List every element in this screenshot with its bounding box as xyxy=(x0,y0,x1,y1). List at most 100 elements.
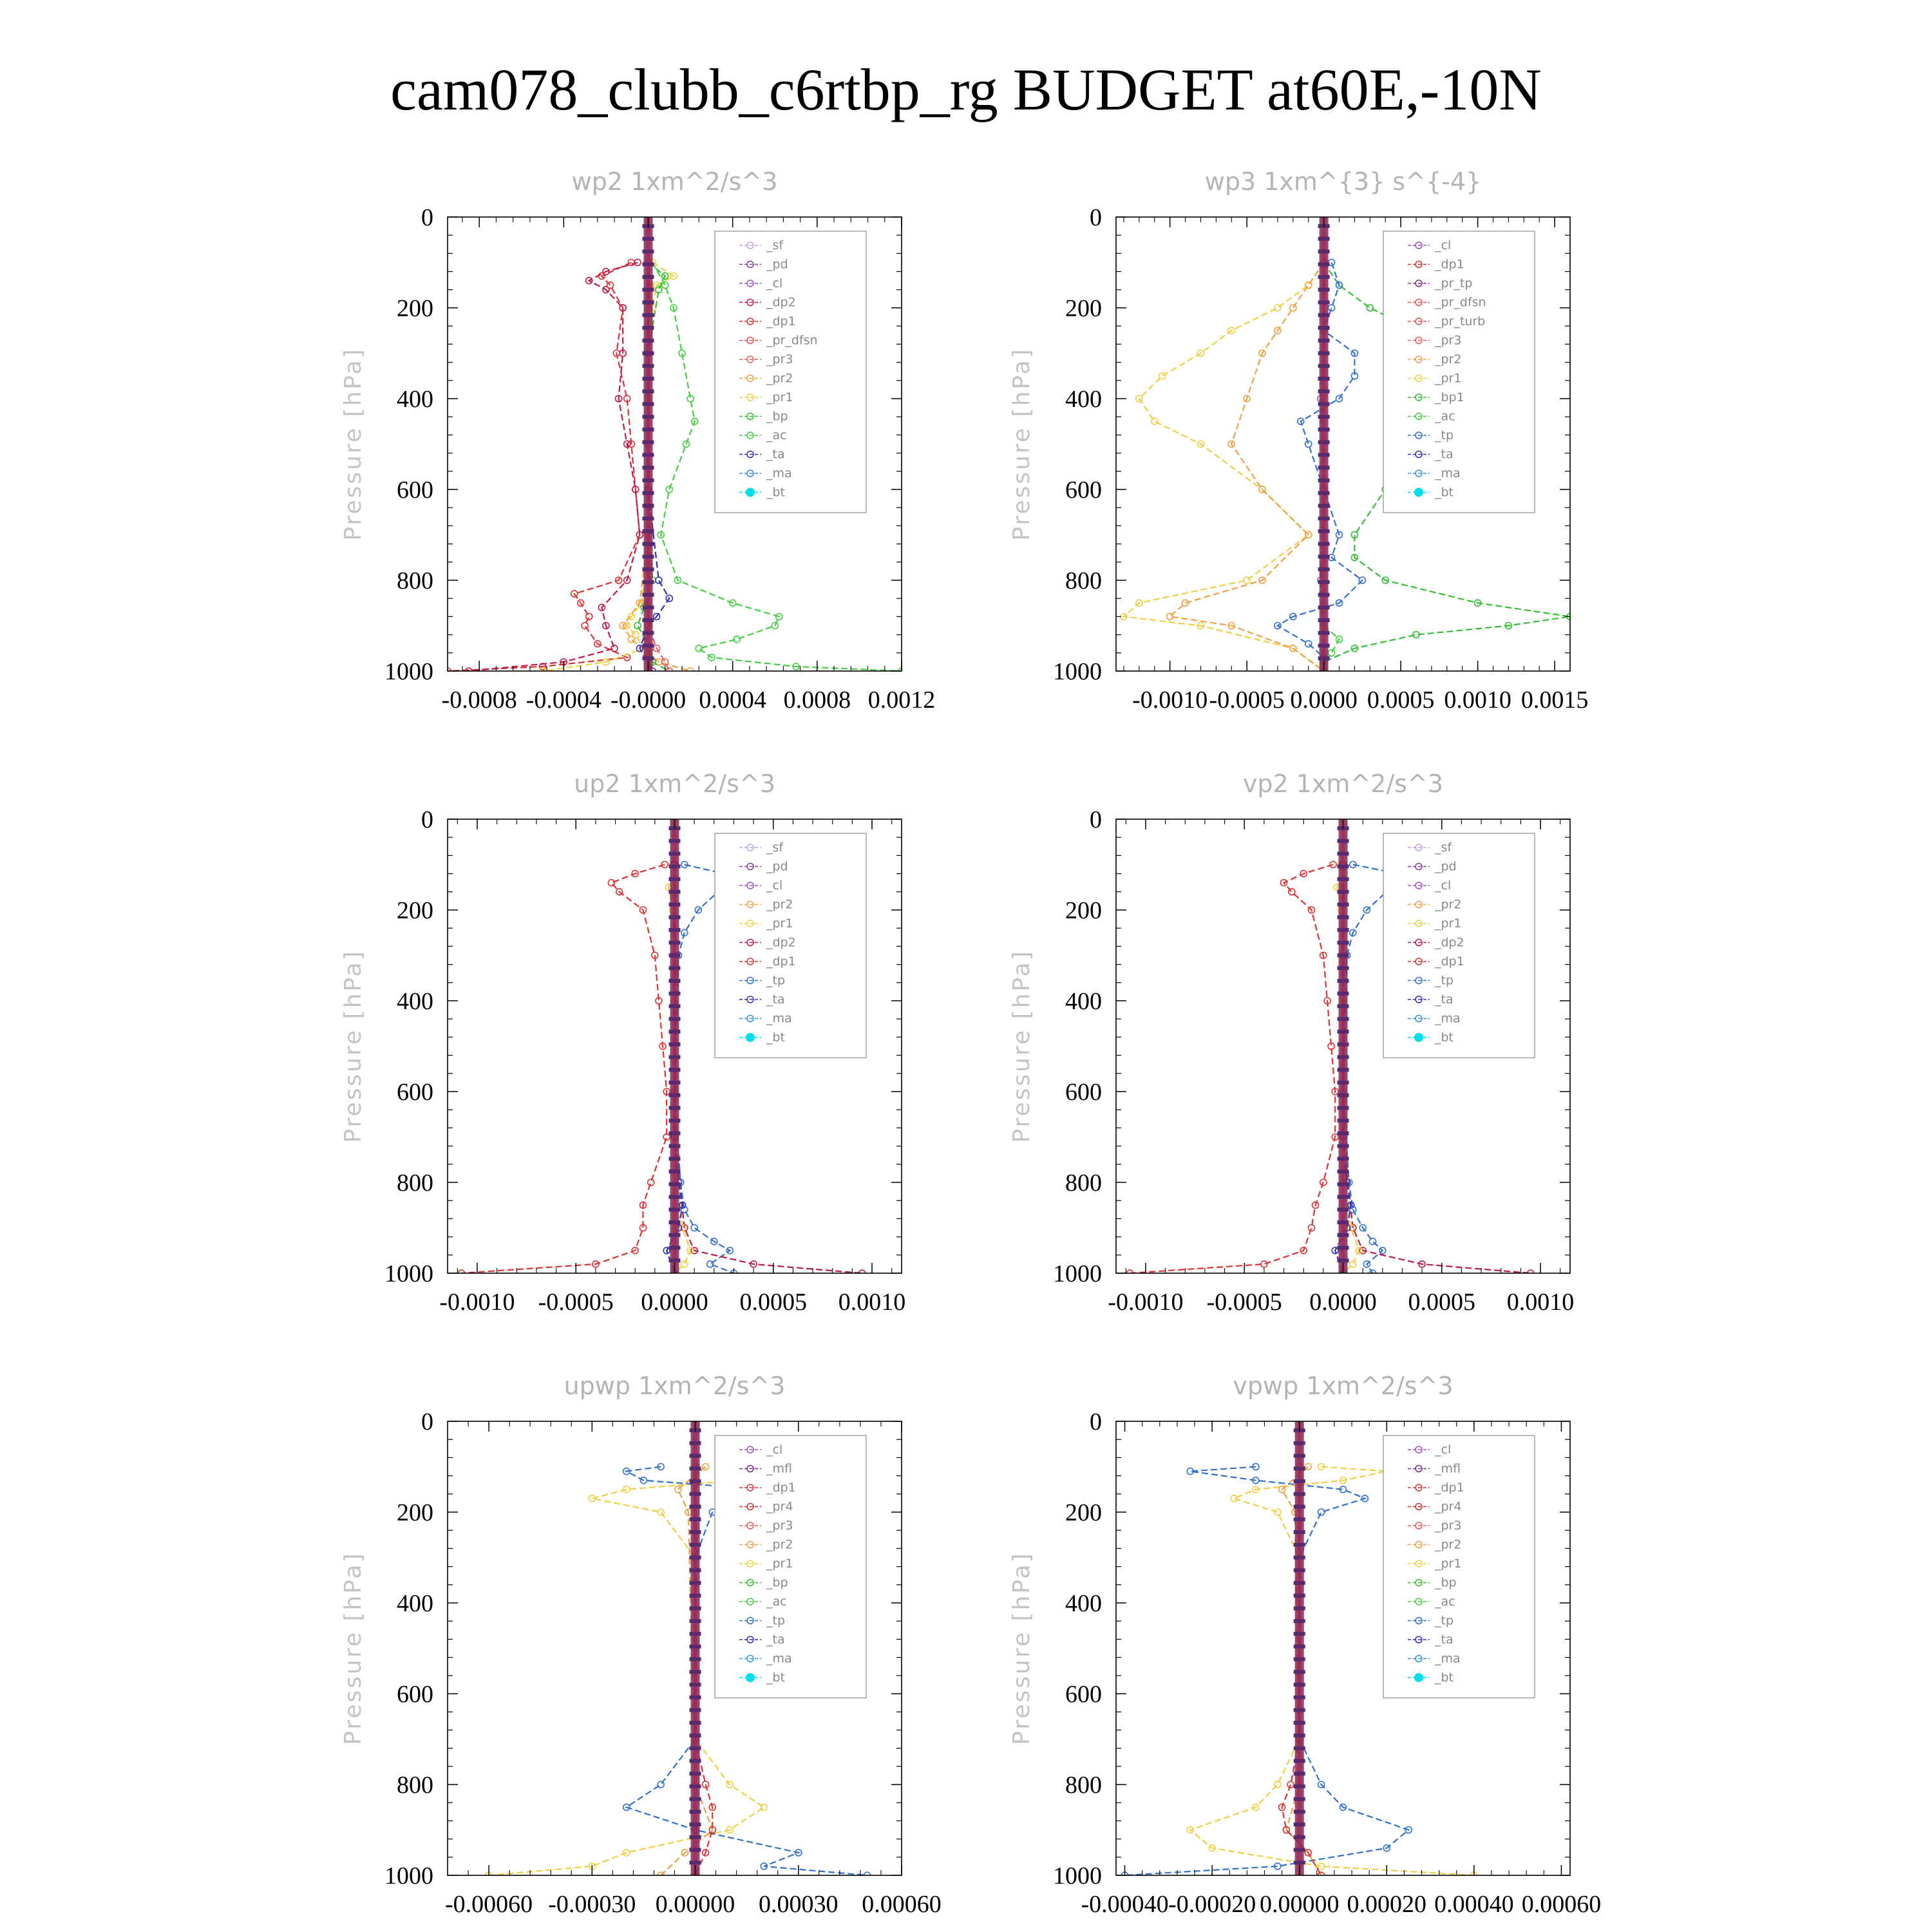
series-point xyxy=(1181,599,1189,607)
series-point xyxy=(733,635,741,643)
legend-marker xyxy=(1415,450,1423,459)
x-tick-label: 0.00060 xyxy=(1522,1891,1602,1918)
series-marker xyxy=(668,1144,681,1148)
y-axis-label: Pressure [hPa] xyxy=(1009,949,1035,1142)
series-marker xyxy=(1318,287,1330,292)
legend-marker xyxy=(746,355,754,363)
legend-marker xyxy=(1415,336,1423,345)
series-marker xyxy=(689,1530,701,1535)
series-marker xyxy=(1337,978,1349,983)
series-marker xyxy=(1337,1093,1349,1097)
series-group xyxy=(1126,819,1535,1273)
series-point xyxy=(1526,1269,1535,1273)
legend-entry: _ma xyxy=(766,1652,792,1666)
series-point xyxy=(639,1476,648,1484)
series-marker xyxy=(668,1245,681,1250)
series-point xyxy=(614,576,623,584)
legend-box xyxy=(1383,231,1535,513)
series-point xyxy=(1252,1486,1260,1493)
series-point xyxy=(679,1201,687,1209)
series-point xyxy=(726,1826,734,1834)
legend-entry: _pr1 xyxy=(766,390,793,404)
series-point xyxy=(1339,1476,1347,1484)
x-tick-label: 0.00020 xyxy=(1347,1891,1427,1918)
series-marker xyxy=(1337,1119,1349,1123)
legend-entry: _pr3 xyxy=(766,352,793,366)
panel-title: vp2 1xm^2/s^3 xyxy=(1243,770,1443,798)
legend-marker xyxy=(746,393,754,401)
series-point xyxy=(602,285,610,294)
legend-entry: _dp1 xyxy=(766,1481,796,1495)
series-marker xyxy=(668,1233,681,1237)
series-point xyxy=(661,272,669,280)
series-point xyxy=(1368,1237,1377,1245)
series-marker xyxy=(642,618,654,623)
series-marker xyxy=(1318,415,1330,419)
series-line-pr1 xyxy=(1122,261,1325,671)
legend-entry: _sf xyxy=(766,840,784,855)
legend-marker xyxy=(1415,1464,1423,1473)
legend-entry: _pr_dfsn xyxy=(1434,296,1486,310)
legend-entry: _bt xyxy=(766,1671,785,1685)
series-point xyxy=(650,951,659,960)
y-tick-label: 800 xyxy=(397,567,433,594)
legend-marker xyxy=(746,1502,754,1511)
legend-entry: _sf xyxy=(1434,840,1452,855)
legend: _sf _pd _cl _pr2 _pr1 _dp2 _dp1 _tp _ta _ma _bt xyxy=(1383,833,1535,1059)
legend-marker xyxy=(746,958,754,965)
series-point xyxy=(1349,1224,1357,1232)
series-point xyxy=(615,888,623,896)
series-marker xyxy=(689,1479,701,1484)
legend-marker xyxy=(746,938,754,947)
series-point xyxy=(619,621,627,630)
series-point xyxy=(690,417,699,426)
legend-marker xyxy=(746,1522,754,1530)
series-point xyxy=(1335,395,1343,402)
series-marker xyxy=(642,376,654,381)
series-marker xyxy=(1293,1517,1305,1522)
legend-entry: _ma xyxy=(1434,1012,1461,1026)
series-point xyxy=(1150,417,1159,426)
legend-marker xyxy=(1415,844,1423,851)
legend-marker xyxy=(1415,996,1423,1003)
series-marker xyxy=(642,275,654,279)
series-point xyxy=(1287,1781,1294,1788)
series-marker xyxy=(668,1068,681,1072)
series-point xyxy=(1327,649,1336,657)
series-point xyxy=(636,531,644,539)
series-marker xyxy=(689,1835,701,1839)
series-marker xyxy=(642,554,654,559)
series-marker xyxy=(668,1093,681,1097)
series-point xyxy=(665,594,674,603)
series-marker xyxy=(689,1797,701,1801)
legend-entry: _pr1 xyxy=(1434,372,1461,386)
legend-marker xyxy=(746,1616,754,1625)
series-marker xyxy=(689,1670,701,1674)
series-point xyxy=(750,1260,757,1268)
legend-entry: _ta xyxy=(766,1633,785,1647)
series-point xyxy=(1335,531,1343,539)
series-point xyxy=(710,1237,718,1245)
y-tick-label: 400 xyxy=(397,1590,433,1617)
series-point xyxy=(690,1247,698,1255)
legend-marker xyxy=(746,1446,754,1454)
legend-marker xyxy=(746,1033,755,1042)
series-point xyxy=(1368,1269,1377,1273)
legend-marker xyxy=(746,862,754,871)
series-point xyxy=(659,1042,667,1050)
legend-entry: _cl xyxy=(766,276,782,290)
series-marker xyxy=(1318,516,1330,521)
x-tick-label: -0.00030 xyxy=(548,1891,636,1918)
series-point xyxy=(585,276,593,285)
legend-entry: _tp xyxy=(1434,428,1454,442)
legend-entry: _bt xyxy=(766,486,785,500)
series-marker xyxy=(689,1644,701,1649)
series-marker xyxy=(1293,1504,1305,1509)
y-tick-label: 200 xyxy=(397,1499,433,1526)
series-point xyxy=(1327,1042,1335,1050)
series-point xyxy=(681,860,688,869)
legend: _cl _dp1 _pr_tp _pr_dfsn _pr_turb _pr3 _pr2 _pr… xyxy=(1383,231,1535,513)
legend-entry: _dp2 xyxy=(1434,936,1464,950)
series-point xyxy=(1347,1224,1355,1232)
series-marker xyxy=(668,902,681,907)
